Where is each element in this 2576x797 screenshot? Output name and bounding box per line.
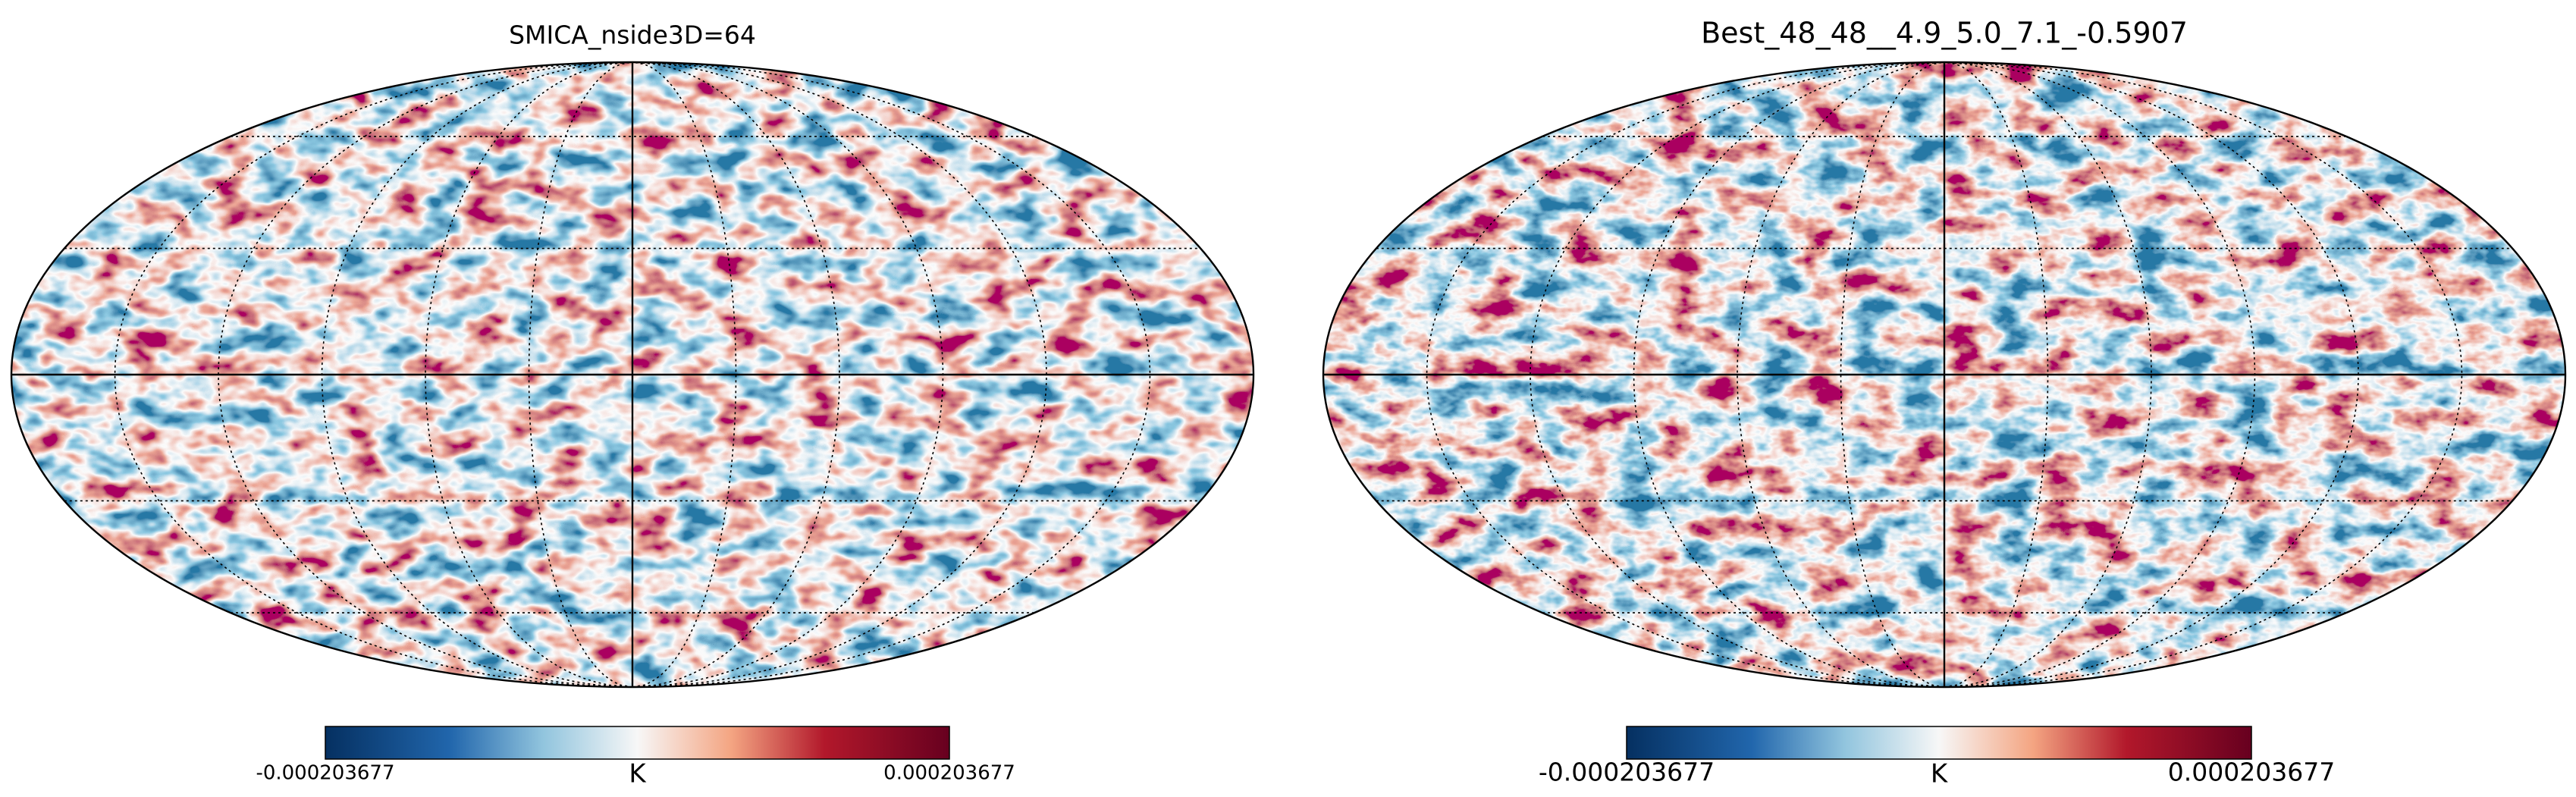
sky-map <box>1323 62 2565 687</box>
map-panel: Best_48_48__4.9_5.0_7.1_-0.5907 -0.000203… <box>1322 17 2567 789</box>
colorbar-max-label: 0.000203677 <box>883 762 1015 785</box>
meridian <box>1944 62 2359 687</box>
meridian <box>1944 62 2049 687</box>
meridian <box>1633 62 1945 687</box>
meridian <box>632 62 737 687</box>
meridian <box>425 62 633 687</box>
meridian <box>632 62 1047 687</box>
map-panel: SMICA_nside3D=64 -0.000203677 0.000203677 K <box>10 20 1255 789</box>
meridian <box>632 62 944 687</box>
meridian <box>632 62 1151 687</box>
meridian <box>1944 62 2256 687</box>
colorbar-unit: K <box>1931 759 1949 789</box>
colorbar-min-label: -0.000203677 <box>1539 758 1715 787</box>
meridian <box>1944 62 2152 687</box>
meridian <box>1840 62 1945 687</box>
colorbar-unit: K <box>629 759 647 789</box>
meridian <box>114 62 633 687</box>
colorbar-max-label: 0.000203677 <box>2168 758 2335 787</box>
meridian <box>528 62 633 687</box>
meridian <box>1530 62 1945 687</box>
colorbar <box>325 726 950 760</box>
meridian <box>321 62 633 687</box>
sky-map <box>11 62 1253 687</box>
colorbar-min-label: -0.000203677 <box>256 762 394 785</box>
map-outline <box>1322 61 2567 689</box>
meridian <box>632 62 840 687</box>
meridian <box>1426 62 1945 687</box>
meridian <box>1944 62 2463 687</box>
map-outline <box>10 61 1255 689</box>
meridian <box>1737 62 1945 687</box>
meridian <box>218 62 633 687</box>
colorbar <box>1626 726 2252 760</box>
map-title: SMICA_nside3D=64 <box>509 20 756 50</box>
map-title: Best_48_48__4.9_5.0_7.1_-0.5907 <box>1701 17 2188 50</box>
